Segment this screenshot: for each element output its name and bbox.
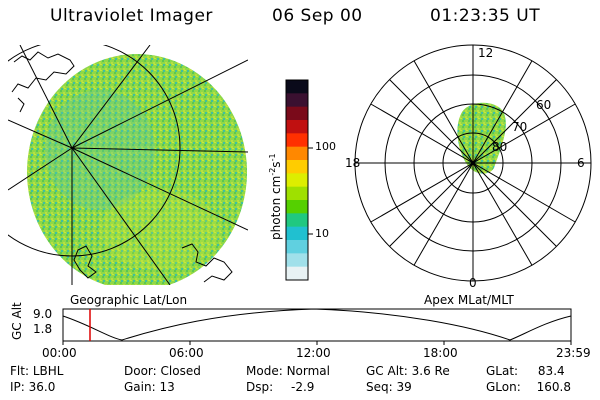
colorbar-band (286, 253, 308, 268)
altitude-tick-9: 9.0 (33, 307, 53, 321)
emission-disk (27, 54, 247, 285)
colorbar-band (286, 146, 308, 161)
colorbar-band (286, 106, 308, 121)
time-tick-1200: 12:00 (296, 346, 331, 360)
observation-time: 01:23:35 UT (430, 6, 541, 26)
colorbar-band (286, 120, 308, 134)
altitude-axis-label: GC Alt (10, 302, 24, 340)
mlt-label-6: 6 (577, 156, 585, 170)
polar-panel-caption: Apex MLat/MLT (424, 293, 514, 307)
gc-alt-field: GC Alt: 3.6 Re (366, 364, 450, 378)
colorbar-band (286, 226, 308, 241)
colorbar-band (286, 160, 308, 174)
mlt-label-12: 12 (478, 46, 494, 60)
time-tick-0000: 00:00 (42, 346, 77, 360)
ip-field: IP: 36.0 (10, 380, 56, 394)
time-tick-0600: 06:00 (169, 346, 204, 360)
colorbar-band (286, 266, 308, 281)
colorbar-band (286, 240, 308, 254)
colorbar-band (286, 133, 308, 148)
geo-panel-caption: Geographic Lat/Lon (70, 293, 188, 307)
colorbar-band (286, 186, 308, 201)
colorbar-band (286, 93, 308, 108)
colorbar-band (286, 200, 308, 214)
dsp-field: Dsp: -2.9 (246, 380, 315, 394)
coastline-lines (11, 51, 233, 283)
instrument-title: Ultraviolet Imager (50, 6, 213, 26)
altitude-curve (62, 308, 572, 341)
mode-field: Mode: Normal (246, 364, 330, 378)
mlat-label-70: 70 (512, 120, 528, 134)
seq-field: Seq: 39 (366, 380, 412, 394)
colorbar-band (286, 173, 308, 188)
polar-grid (354, 44, 592, 282)
altitude-tick-1-8: 1.8 (33, 322, 53, 336)
geo-grid-lines (8, 45, 248, 285)
filter-field: Flt: LBHL (10, 364, 64, 378)
colorbar-tick-10: 10 (315, 227, 329, 240)
mlat-label-60: 60 (536, 98, 552, 112)
gain-field: Gain: 13 (124, 380, 175, 394)
colorbar-band (286, 80, 308, 94)
mlat-label-80: 80 (492, 140, 508, 154)
polar-emission-region (457, 102, 506, 174)
mlt-label-18: 18 (345, 156, 361, 170)
mlt-label-0: 0 (469, 276, 477, 290)
colorbar-band (286, 213, 308, 228)
time-tick-1800: 18:00 (423, 346, 458, 360)
observation-date: 06 Sep 00 (272, 6, 363, 26)
colorbar-tick-100: 100 (315, 140, 336, 153)
time-tick-2359: 23:59 (556, 346, 591, 360)
glat-field: GLat: 83.4 (486, 364, 565, 378)
door-field: Door: Closed (124, 364, 201, 378)
glon-field: GLon: 160.8 (486, 380, 571, 394)
